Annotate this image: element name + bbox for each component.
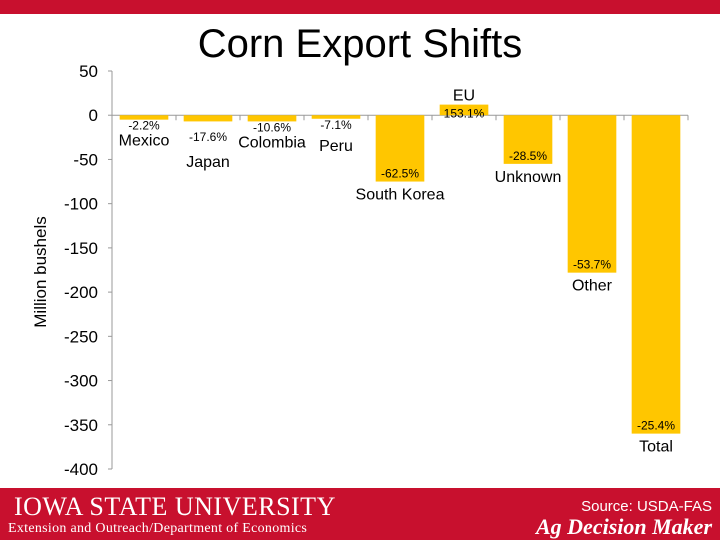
bar-chart: 50 0 -50 -100 -150 -200 -250 -300 -350 -400 Millio… (31, 62, 689, 479)
bar-eu (439, 104, 489, 116)
y-tick-label: -100 (64, 195, 98, 214)
bar-japan (183, 115, 233, 122)
bar-total (631, 115, 681, 434)
data-label: -10.6% (253, 120, 291, 134)
source-text: Source: USDA-FAS (581, 498, 712, 515)
y-tick-label: -300 (64, 372, 98, 391)
category-label: Colombia (238, 134, 306, 151)
data-label: -17.6% (189, 130, 227, 144)
brand-logo-text: Ag Decision Maker (536, 514, 712, 539)
bar-south-korea (375, 115, 425, 182)
y-tick-label: 50 (79, 62, 98, 81)
data-label: -28.5% (509, 149, 547, 163)
y-tick-label: -150 (64, 239, 98, 258)
y-axis-label: Million bushels (31, 216, 50, 328)
university-logo-text: IOWA STATE UNIVERSITY (14, 492, 336, 521)
data-label: -25.4% (637, 419, 675, 433)
y-tick-label: 0 (89, 106, 98, 125)
y-tick-label: -400 (64, 460, 98, 479)
slide-title: Corn Export Shifts (197, 22, 523, 66)
bar-mexico (119, 115, 169, 120)
top-accent-bar (0, 0, 720, 14)
category-label: Peru (319, 138, 353, 155)
bar-layer (119, 104, 681, 434)
y-tick-label: -200 (64, 283, 98, 302)
bar-other (567, 115, 617, 273)
category-label: South Korea (356, 187, 445, 204)
bar-unknown (503, 115, 553, 164)
data-label: -62.5% (381, 167, 419, 181)
data-label: -7.1% (320, 118, 352, 132)
y-tick-label: -250 (64, 327, 98, 346)
data-label: 153.1% (444, 107, 485, 121)
y-tick-label: -50 (73, 150, 98, 169)
y-tick-label: -350 (64, 416, 98, 435)
category-label: Japan (186, 154, 230, 171)
category-label: Unknown (495, 169, 562, 186)
data-label: -2.2% (128, 119, 160, 133)
department-text: Extension and Outreach/Department of Eco… (8, 521, 308, 536)
category-label: EU (453, 88, 475, 105)
category-label: Total (639, 439, 673, 456)
axis-layer: 50 0 -50 -100 -150 -200 -250 -300 -350 -400 Millio… (31, 62, 689, 479)
footer-bar: IOWA STATE UNIVERSITY Extension and Outr… (0, 488, 720, 540)
category-label: Mexico (119, 133, 170, 150)
bar-colombia (247, 115, 297, 122)
category-label: Other (572, 278, 613, 295)
label-layer: -2.2%Mexico -17.6% Japan -10.6%Colombia -7.1… (119, 88, 676, 456)
data-label: -53.7% (573, 258, 611, 272)
bar-peru (311, 115, 361, 119)
